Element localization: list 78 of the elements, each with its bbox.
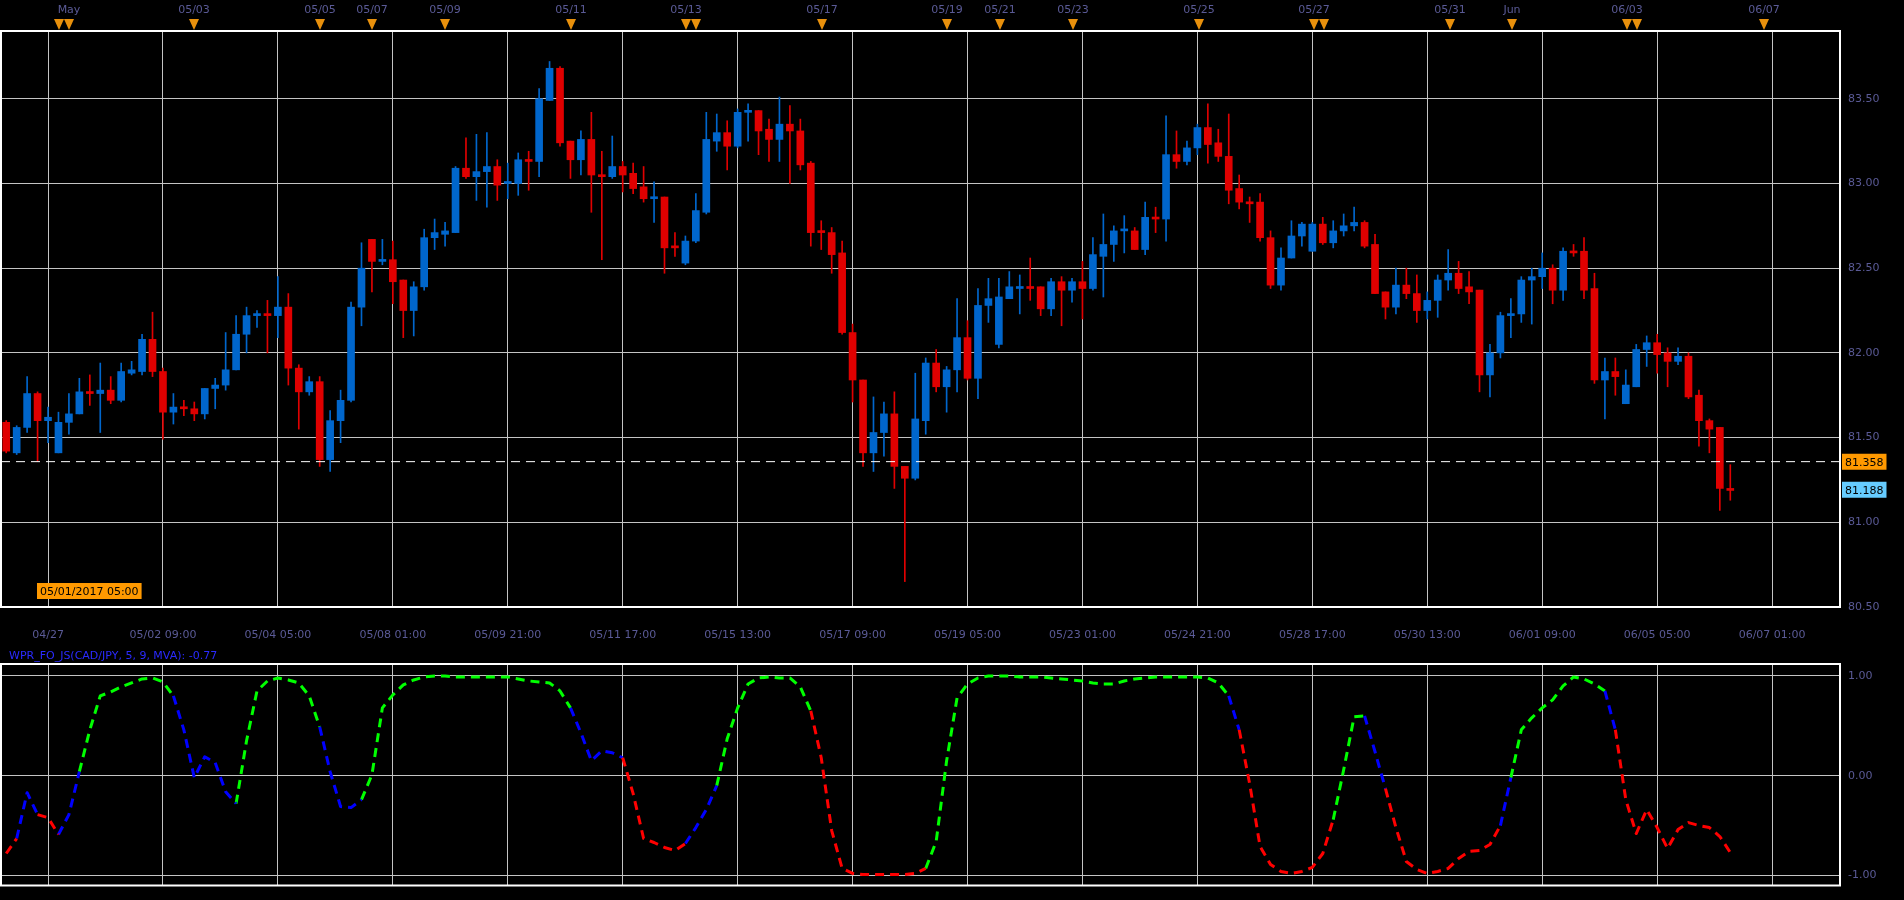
y-tick-label: 81.50 [1848,430,1880,444]
text: 05/11 [555,3,587,16]
x-tick-label: 05/08 01:00 [359,628,427,642]
y-tick-label: -1.00 [1848,868,1877,882]
candlestick [96,362,105,433]
candlestick [253,310,261,328]
candlestick [85,374,94,406]
x-tick-label: 06/01 09:00 [1508,628,1576,642]
candlestick [786,105,794,184]
text: 05/31 [1434,3,1466,16]
text: 81.188 [1845,483,1884,497]
candlestick [1026,257,1035,301]
candlestick [1527,267,1536,325]
candlestick [1601,357,1609,420]
x-tick-label: 06/07 01:00 [1738,628,1806,642]
candlestick [1465,271,1473,305]
text: 05/25 [1183,3,1215,16]
x-tick-label: 05/15 13:00 [704,628,772,642]
x-tick-label: 05/19 05:00 [934,628,1001,642]
x-tick-label: 05/04 05:00 [244,628,312,642]
candlestick [65,393,73,435]
text: 05/21 [984,3,1016,16]
y-tick-label: 83.00 [1848,176,1880,190]
candlestick [1538,252,1547,289]
candlestick [817,220,826,250]
candlestick [1350,206,1358,232]
text: 06/03 [1611,3,1643,16]
x-tick-label: 04/27 [32,628,64,642]
candlestick [1444,249,1452,291]
x-tick-label: 05/23 01:00 [1049,628,1116,642]
candlestick [211,377,220,410]
x-tick-label: 05/30 13:00 [1393,628,1461,642]
candlestick [1015,274,1024,315]
text: 05/09 [429,3,461,16]
candlestick [483,132,491,208]
chart-title: WPR_FO_JS(CAD/JPY, 5, 9, MVA): -0.77 [9,649,218,663]
y-tick-label: 80.50 [1848,599,1880,613]
text: 05/27 [1298,3,1330,16]
x-tick-label: 05/28 17:00 [1278,628,1346,642]
x-tick-label: 05/09 21:00 [474,628,542,642]
text: 05/17 [806,3,838,16]
y-tick-label: 0.00 [1848,768,1873,782]
candlestick [712,113,721,152]
candlestick [597,150,606,261]
y-tick-label: 82.50 [1848,261,1880,275]
candlestick [744,103,752,142]
y-tick-label: 1.00 [1848,668,1873,682]
candlestick [274,276,282,338]
candlestick [1507,298,1515,338]
candlestick [180,399,188,416]
candlestick [901,466,909,582]
text: 05/13 [670,3,702,16]
text: 05/19 [931,3,963,16]
text: May [57,3,81,16]
candlestick [608,135,617,179]
candlestick [650,181,658,223]
candlestick [1726,464,1735,501]
candlestick [441,222,449,247]
ref-line-label: 81.358 [1845,455,1884,469]
text: 06/07 [1748,3,1780,16]
annotation: 05/01/2017 05:00 [40,584,139,598]
x-tick-label: 05/11 17:00 [589,628,657,642]
text: 05/07 [356,3,388,16]
text: 05/23 [1057,3,1089,16]
y-tick-label: 83.50 [1848,91,1880,105]
x-tick-label: 05/02 09:00 [129,628,197,642]
candlestick [765,118,773,162]
candlestick [462,137,470,179]
candlestick [503,162,512,200]
y-tick-label: 81.00 [1848,515,1880,529]
candlestick [44,406,52,443]
x-tick-label: 06/05 05:00 [1623,628,1691,642]
y-tick-label: 82.00 [1848,345,1880,359]
x-tick-label: 05/17 09:00 [819,628,887,642]
text: Jun [1503,3,1521,16]
text: 05/05 [304,3,336,16]
x-tick-label: 05/24 21:00 [1163,628,1231,642]
text: 05/03 [178,3,210,16]
